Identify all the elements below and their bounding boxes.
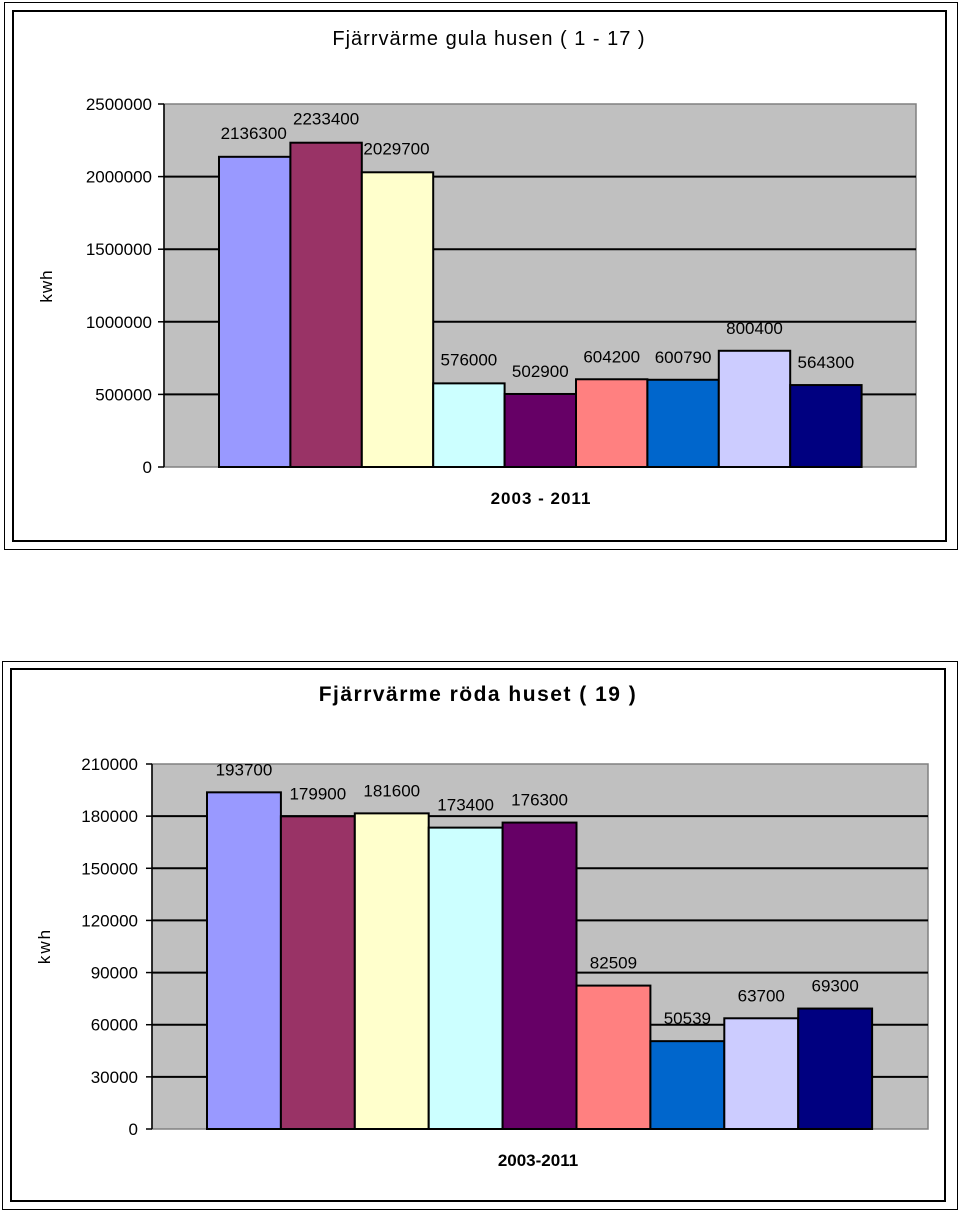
chart-1-y-tick-label: 500000	[95, 385, 152, 404]
chart-2-plot-area: 0 30000 60000 90000 120000 150000 180000 210000…	[81, 755, 929, 1139]
chart-1-bar	[432, 382, 506, 469]
chart-1-y-tick-label: 0	[143, 458, 152, 477]
chart-1-x-axis-label: 2003 - 2011	[491, 489, 592, 508]
chart-2-bar	[427, 826, 504, 1130]
chart-2-y-axis-label: kwh	[35, 928, 54, 964]
chart-2-bar	[575, 984, 652, 1130]
chart-1-y-axis-label: kwh	[37, 269, 56, 302]
chart-2-y-tick-label: 0	[129, 1120, 138, 1139]
chart-2-bar	[501, 821, 578, 1130]
chart-1-bar	[575, 378, 649, 469]
chart-1-y-tick-label: 2000000	[86, 168, 152, 187]
chart-2-bar	[649, 1040, 726, 1131]
chart-2-x-axis-label: 2003-2011	[498, 1151, 578, 1170]
chart-1-bar	[360, 171, 435, 468]
chart-2-y-tick-label: 210000	[81, 755, 138, 774]
chart-1-bar	[717, 349, 792, 468]
chart-1-y-tick-label: 1000000	[86, 313, 152, 332]
chart-1-data-label: 2029700	[363, 139, 429, 158]
chart-2-y-tick-label: 150000	[81, 859, 138, 878]
chart-2-bar	[279, 815, 356, 1130]
chart-2-y-tick-label: 120000	[81, 911, 138, 930]
chart-1-data-label: 600790	[655, 348, 712, 367]
chart-1-data-label: 2136300	[221, 124, 287, 143]
chart-1-bar	[646, 378, 720, 468]
chart-2-data-label: 193700	[216, 760, 273, 779]
chart-1-plot-area: 0 500000 1000000 1500000 2000000 2500000 21363…	[86, 95, 917, 477]
chart-2-data-label: 82509	[590, 954, 637, 973]
chart-2-data-label: 176300	[511, 791, 568, 810]
chart-2-data-label: 50539	[664, 1009, 711, 1028]
chart-2-data-label: 63700	[738, 986, 785, 1005]
chart-1-data-label: 604200	[583, 347, 640, 366]
chart-1-data-label: 564300	[798, 353, 855, 372]
chart-1-title: Fjärrvärme gula husen ( 1 - 17 )	[332, 28, 645, 50]
chart-1-data-label: 502900	[512, 362, 569, 381]
chart-2-data-label: 179900	[289, 784, 346, 803]
chart-1-data-label: 576000	[441, 350, 498, 369]
chart-2-data-label: 181600	[363, 781, 420, 800]
chart-2-bar	[723, 1017, 800, 1130]
chart-1-bar	[218, 155, 292, 468]
chart-2-bar	[353, 812, 430, 1130]
chart-1-data-label: 2233400	[293, 110, 359, 129]
chart-1-y-tick-label: 2500000	[86, 95, 152, 114]
chart-2-y-tick-label: 180000	[81, 807, 138, 826]
chart-2-y-tick-label: 60000	[91, 1016, 138, 1035]
chart-1-bar	[289, 141, 363, 468]
chart-2-y-tick-label: 30000	[91, 1068, 138, 1087]
chart-2-bar	[797, 1007, 874, 1130]
chart-2-data-label: 173400	[437, 796, 494, 815]
chart-2-data-label: 69300	[812, 977, 859, 996]
chart-2-title: Fjärrvärme röda huset ( 19 )	[319, 683, 638, 706]
chart-1-data-label: 800400	[726, 319, 783, 338]
chart-1-bar	[789, 384, 863, 468]
chart-1-bar	[503, 392, 578, 468]
chart-1-y-tick-label: 1500000	[86, 240, 152, 259]
chart-2-bar	[206, 791, 282, 1130]
chart-2-y-tick-label: 90000	[91, 964, 138, 983]
chart-2-frame	[10, 668, 946, 1202]
chart-1-frame	[12, 10, 947, 542]
